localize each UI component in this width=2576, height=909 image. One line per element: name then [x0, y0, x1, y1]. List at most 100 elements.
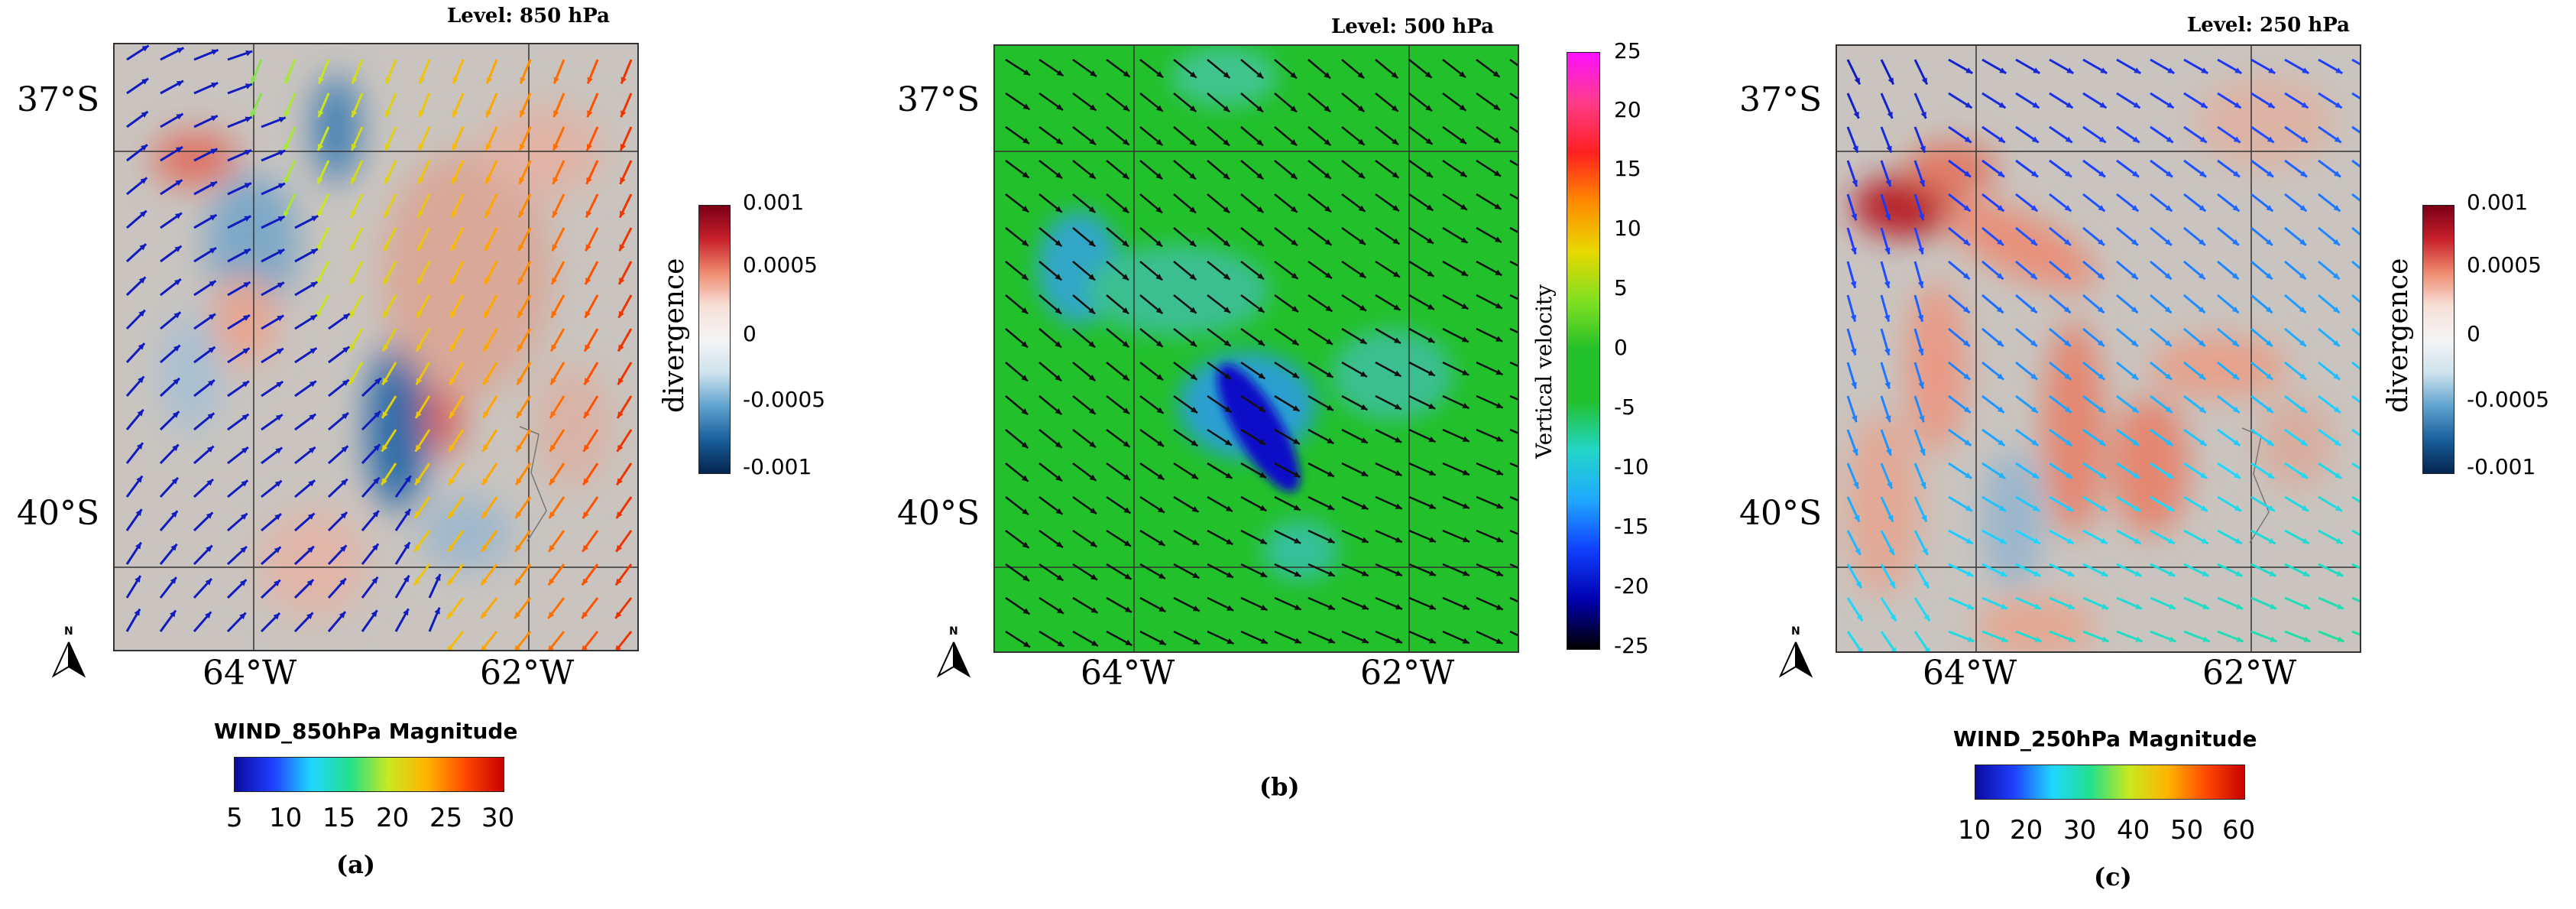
wind-arrowhead	[1967, 603, 1975, 609]
wind-arrowhead	[1088, 274, 1096, 281]
wind-arrowhead	[384, 177, 390, 184]
wind-arrowhead	[2333, 373, 2341, 380]
wind-arrow	[2351, 462, 2360, 470]
lon-label-62w-a: 62°W	[480, 654, 575, 693]
wind-arrowhead	[484, 344, 490, 352]
wind-arrowhead	[520, 76, 526, 84]
wind-arrowhead	[172, 444, 179, 452]
wind-arrows-c	[1846, 58, 2360, 651]
wind-arrowhead	[1324, 206, 1332, 213]
wind-arrowhead	[519, 177, 525, 184]
wind-arrowhead	[1223, 239, 1230, 247]
wind-arrowhead	[242, 381, 249, 388]
wind-arrowhead	[284, 76, 290, 84]
wind-arrowhead	[2101, 570, 2108, 576]
wind-arrowhead	[2199, 170, 2206, 177]
wind-arrowhead	[138, 343, 145, 350]
wind-arrowhead	[2299, 373, 2307, 380]
wind-arrowhead	[2300, 136, 2308, 143]
wind-arrowhead	[1919, 180, 1925, 187]
wind-arrowhead	[2302, 537, 2309, 544]
wind-arrowhead	[1122, 172, 1129, 180]
wind-arrow	[2351, 327, 2360, 337]
wind-arrowhead	[2232, 205, 2240, 212]
wind-arrowhead	[419, 110, 425, 118]
wind-arrowhead	[1999, 537, 2007, 544]
wind-arrowhead	[1325, 272, 1332, 279]
wind-arrowhead	[139, 244, 147, 251]
wind-arrowhead	[307, 513, 315, 520]
wind-arrowhead	[1427, 304, 1434, 310]
wind-arrowhead	[1090, 70, 1097, 76]
wind-arrowhead	[552, 244, 558, 252]
wind-arrowhead	[1923, 581, 1929, 589]
wind-arrowhead	[1851, 213, 1858, 221]
wind-arrowhead	[1055, 138, 1063, 144]
wind-arrowhead	[1022, 206, 1029, 213]
wind-arrowhead	[516, 478, 522, 485]
wind-arrowhead	[2199, 373, 2206, 380]
wind-arrowhead	[239, 612, 246, 620]
wind-arrowhead	[310, 248, 318, 255]
wind-tick-c-3: 40	[2117, 815, 2150, 846]
wind-arrowhead	[2134, 570, 2142, 576]
wind-arrowhead	[1260, 605, 1268, 611]
wind-arrow	[2351, 159, 2360, 168]
wind-arrowhead	[1460, 138, 1466, 144]
wind-arrowhead	[1998, 505, 2006, 511]
wind-arrowhead	[515, 544, 522, 552]
wind-arrowhead	[1492, 70, 1500, 77]
wind-arrowhead	[1055, 508, 1063, 515]
wind-arrowhead	[284, 110, 290, 118]
wind-arrowhead	[1361, 504, 1369, 510]
wind-arrowhead	[2133, 472, 2140, 479]
wind-arrowhead	[2064, 406, 2072, 413]
wind-arrowhead	[374, 378, 381, 385]
wind-arrowhead	[170, 544, 177, 551]
wind-arrowhead	[1918, 247, 1924, 255]
wind-arrowhead	[520, 110, 526, 118]
wind-arrowhead	[2066, 537, 2074, 544]
wind-arrowhead	[2097, 306, 2105, 313]
wind-arrowhead	[2064, 373, 2072, 380]
wind-arrowhead	[1023, 641, 1030, 648]
wind-arrowhead	[244, 216, 251, 222]
wind-arrowhead	[583, 478, 589, 485]
caption-c: (c)	[2094, 862, 2132, 891]
wind-arrowhead	[1361, 537, 1369, 543]
wind-arrowhead	[1259, 538, 1267, 544]
wind-arrowhead	[1460, 203, 1467, 210]
divergence-field-a	[153, 75, 611, 618]
wind-arrowhead	[585, 344, 591, 352]
wind-arrowhead	[2231, 306, 2239, 313]
wind-arrowhead	[1327, 437, 1334, 444]
wind-arrowhead	[2303, 636, 2311, 642]
wind-arrowhead	[175, 213, 182, 219]
wind-arrowhead	[274, 514, 281, 521]
wind-arrowhead	[1460, 270, 1468, 276]
wind-arrowhead	[1495, 402, 1503, 408]
wind-arrowhead	[620, 210, 626, 218]
wind-arrowhead	[276, 381, 284, 388]
wind-arrowhead	[1021, 475, 1029, 482]
wind-arrow	[2351, 260, 2360, 270]
wind-arrowhead	[2066, 67, 2074, 73]
wind-arrowhead	[1997, 239, 2004, 245]
wind-arrowhead	[373, 444, 381, 451]
north-letter-c: N	[1791, 625, 1800, 638]
wind-tick-c-2: 30	[2063, 815, 2097, 846]
wind-arrowhead	[449, 411, 455, 418]
wind-arrowhead	[1122, 307, 1129, 314]
north-letter-a: N	[64, 625, 73, 638]
wind-arrowhead	[448, 544, 455, 552]
wind-arrowhead	[2067, 570, 2075, 576]
wind-arrowhead	[1256, 72, 1264, 79]
wind-arrowhead	[2299, 406, 2307, 413]
wind-arrowhead	[1426, 171, 1433, 178]
wind-arrowhead	[2033, 570, 2041, 576]
wind-arrowhead	[243, 315, 250, 321]
wind-arrowhead	[173, 279, 181, 286]
wind-arrowhead	[1258, 372, 1265, 379]
div-tick-c-3: -0.0005	[2467, 387, 2550, 412]
wind-arrowhead	[1851, 381, 1857, 389]
